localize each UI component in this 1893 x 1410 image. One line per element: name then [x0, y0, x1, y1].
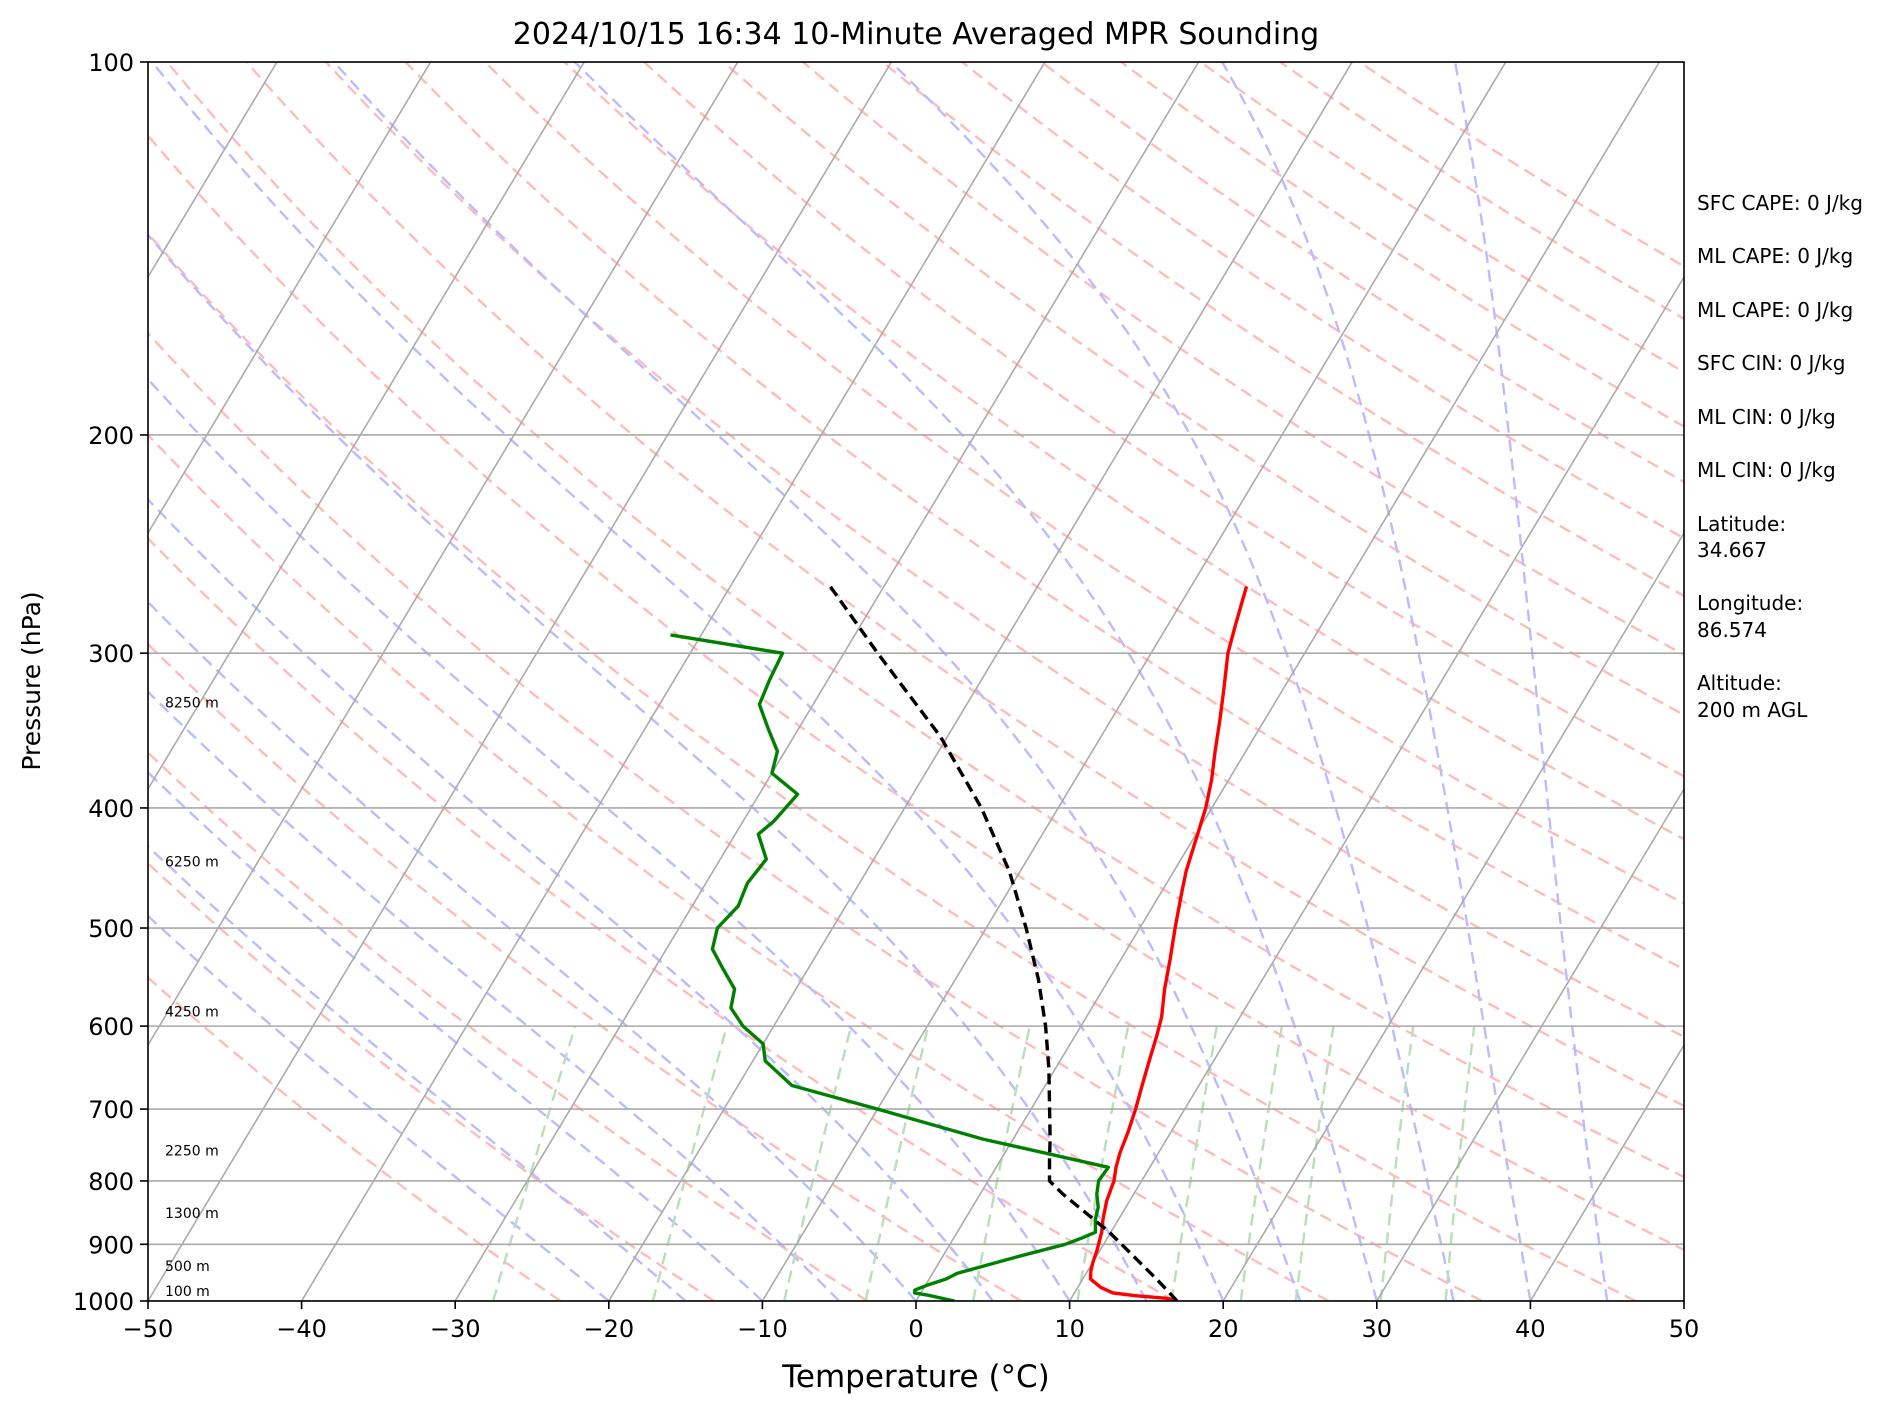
x-tick-label: 0 [908, 1315, 923, 1343]
y-tick-label: 100 [88, 49, 134, 77]
x-tick-label: 40 [1515, 1315, 1546, 1343]
altitude-label: Altitude: [1697, 671, 1782, 695]
y-tick-label: 600 [88, 1013, 134, 1041]
height-label: 2250 m [165, 1143, 219, 1159]
longitude-label: Longitude: [1697, 591, 1803, 615]
y-tick-label: 800 [88, 1168, 134, 1196]
x-tick-label: −30 [430, 1315, 481, 1343]
x-tick-label: 30 [1362, 1315, 1393, 1343]
stat-ml-cape: ML CAPE: 0 J/kg [1697, 244, 1853, 268]
y-tick-label: 700 [88, 1096, 134, 1124]
x-axis-label: Temperature (°C) [781, 1359, 1050, 1395]
longitude-value: 86.574 [1697, 618, 1767, 642]
stat-ml-cin-2: ML CIN: 0 J/kg [1697, 458, 1836, 482]
x-tick-label: 50 [1669, 1315, 1700, 1343]
height-label: 100 m [165, 1284, 210, 1300]
stat-sfc-cin: SFC CIN: 0 J/kg [1697, 351, 1845, 375]
y-axis-label: Pressure (hPa) [17, 591, 46, 770]
x-tick-label: −20 [583, 1315, 634, 1343]
latitude-value: 34.667 [1697, 538, 1767, 562]
height-label: 8250 m [165, 696, 219, 712]
x-tick-label: −50 [123, 1315, 174, 1343]
y-tick-label: 500 [88, 915, 134, 943]
x-tick-label: 20 [1208, 1315, 1239, 1343]
stat-ml-cin: ML CIN: 0 J/kg [1697, 405, 1836, 429]
x-tick-label: 10 [1054, 1315, 1085, 1343]
height-label: 4250 m [165, 1005, 219, 1021]
latitude-label: Latitude: [1697, 512, 1786, 536]
x-tick-label: −10 [737, 1315, 788, 1343]
stat-sfc-cape: SFC CAPE: 0 J/kg [1697, 191, 1863, 215]
height-label: 6250 m [165, 854, 219, 870]
height-label: 500 m [165, 1259, 210, 1275]
y-tick-label: 200 [88, 422, 134, 450]
height-label: 1300 m [165, 1206, 219, 1222]
chart-title: 2024/10/15 16:34 10-Minute Averaged MPR … [513, 17, 1319, 52]
y-tick-label: 400 [88, 795, 134, 823]
stat-ml-cape-2: ML CAPE: 0 J/kg [1697, 298, 1853, 322]
y-tick-label: 900 [88, 1231, 134, 1259]
y-tick-label: 1000 [73, 1288, 134, 1316]
altitude-value: 200 m AGL [1697, 698, 1808, 722]
x-tick-label: −40 [276, 1315, 327, 1343]
y-tick-label: 300 [88, 640, 134, 668]
